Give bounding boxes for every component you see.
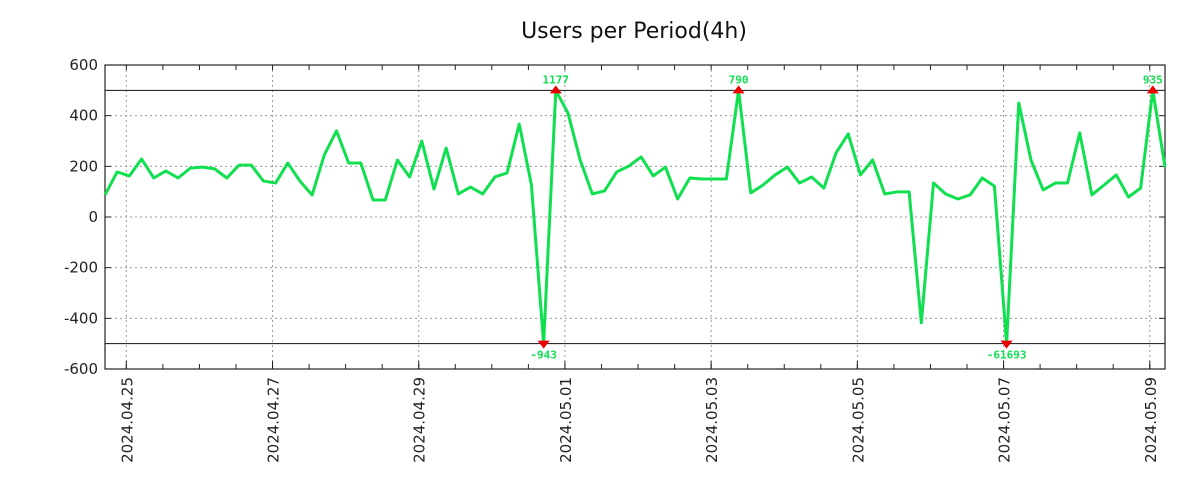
x-tick-label: 2024.05.09	[1142, 377, 1160, 463]
axes: -600 -400 -200 0 200 400 600 2024.04.25 2024.04.…	[64, 56, 1166, 463]
x-tick-label: 2024.04.29	[411, 377, 429, 463]
clip-marker-up	[549, 85, 562, 94]
clip-label: 935	[1143, 73, 1163, 86]
clip-label: -943	[530, 349, 557, 362]
x-tick-label: 2024.05.01	[557, 377, 575, 463]
y-tick-label: -200	[64, 259, 98, 277]
y-tick-label: 200	[69, 157, 98, 175]
y-tick-label: 0	[88, 208, 98, 226]
x-tick-label: 2024.04.27	[265, 377, 283, 463]
clip-label: 1177	[543, 73, 570, 86]
y-tick-label: 600	[69, 56, 98, 74]
chart-title: Users per Period(4h)	[521, 19, 747, 44]
series-line	[103, 88, 1167, 346]
plot-frame	[104, 64, 1166, 370]
clip-marker-down	[537, 340, 550, 349]
x-tick-label: 2024.04.25	[118, 377, 136, 463]
clip-label: -61693	[987, 349, 1027, 362]
x-tick-label: 2024.05.07	[996, 377, 1014, 463]
y-tick-label: -400	[64, 309, 98, 327]
clip-marker-down	[1000, 340, 1013, 349]
clip-label: 790	[729, 73, 749, 86]
y-tick-label: -600	[64, 360, 98, 378]
clip-marker-up	[732, 85, 745, 94]
grid	[105, 65, 1165, 369]
y-tick-label: 400	[69, 107, 98, 125]
annotations: -943 1177 790 -61693 935	[530, 73, 1162, 361]
x-tick-label: 2024.05.05	[849, 377, 867, 463]
clip-marker-up	[1146, 85, 1159, 94]
x-tick-label: 2024.05.03	[703, 377, 721, 463]
